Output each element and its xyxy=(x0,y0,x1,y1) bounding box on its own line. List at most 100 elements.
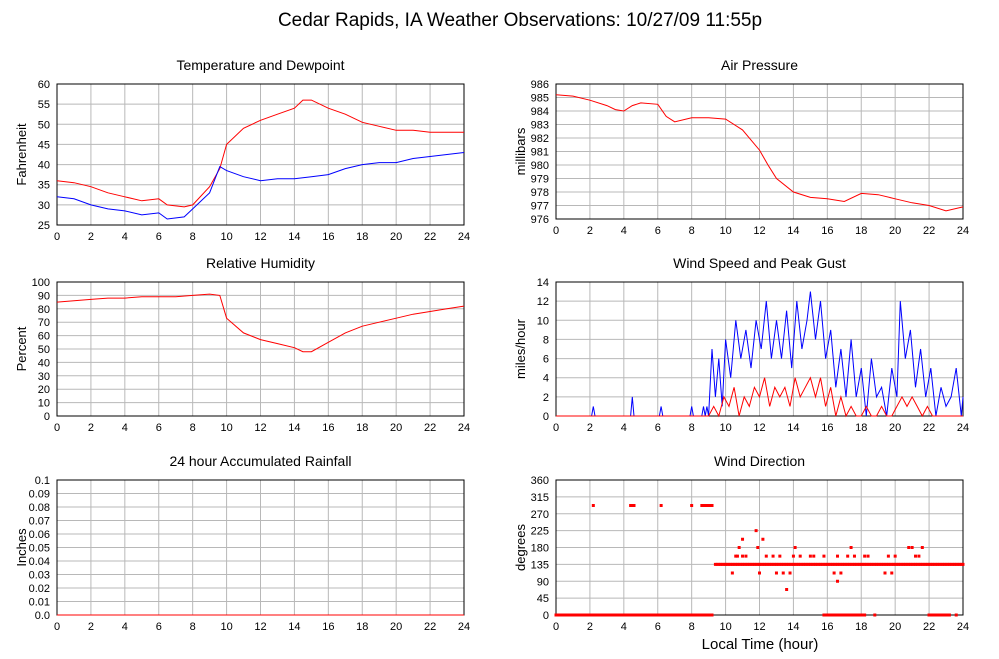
chart-title: Wind Direction xyxy=(714,453,805,469)
plot-frame xyxy=(555,281,964,417)
data-point xyxy=(632,613,636,617)
data-point xyxy=(878,562,882,566)
data-point xyxy=(937,613,941,617)
x-tick-label: 22 xyxy=(923,422,935,434)
y-tick-label: 315 xyxy=(531,492,549,504)
data-point xyxy=(953,562,957,566)
data-point xyxy=(637,613,641,617)
data-point xyxy=(812,562,816,566)
y-tick-label: 0.1 xyxy=(35,475,50,487)
data-point xyxy=(781,571,785,575)
data-point xyxy=(929,613,933,617)
data-point xyxy=(608,613,612,617)
x-tick-label: 24 xyxy=(957,422,969,434)
data-point xyxy=(685,613,689,617)
data-point xyxy=(829,613,833,617)
plot-frame xyxy=(56,281,465,417)
data-point xyxy=(795,562,799,566)
y-tick-label: 20 xyxy=(38,384,50,396)
data-point xyxy=(837,613,841,617)
data-point xyxy=(747,562,751,566)
data-point xyxy=(688,613,692,617)
x-tick-label: 16 xyxy=(322,231,334,243)
data-point xyxy=(829,562,833,566)
data-point xyxy=(715,562,719,566)
x-tick-label: 24 xyxy=(957,225,969,237)
data-point xyxy=(954,562,958,566)
y-tick-label: 986 xyxy=(531,79,549,91)
data-point xyxy=(579,613,583,617)
y-tick-label: 0.08 xyxy=(29,502,50,514)
data-point xyxy=(813,562,817,566)
y-tick-label: 45 xyxy=(38,139,50,151)
data-point xyxy=(610,613,614,617)
x-tick-label: 16 xyxy=(322,422,334,434)
y-tick-label: 984 xyxy=(531,106,549,118)
data-point xyxy=(656,613,660,617)
y-axis-label: degrees xyxy=(513,524,528,571)
data-point xyxy=(642,613,646,617)
data-point xyxy=(910,562,914,566)
y-tick-label: 12 xyxy=(537,296,549,308)
data-point xyxy=(915,562,919,566)
data-point xyxy=(890,562,894,566)
data-point xyxy=(883,571,887,575)
data-point xyxy=(839,571,843,575)
data-point xyxy=(788,562,792,566)
data-point xyxy=(800,562,804,566)
data-point xyxy=(778,554,782,558)
y-tick-label: 2 xyxy=(543,392,549,404)
x-tick-label: 24 xyxy=(458,621,470,633)
data-point xyxy=(732,562,736,566)
data-point xyxy=(630,504,634,507)
data-point xyxy=(629,613,633,617)
y-axis-label: miles/hour xyxy=(513,318,528,379)
plot-frame xyxy=(555,479,964,616)
data-point xyxy=(791,554,795,558)
data-point xyxy=(798,562,802,566)
data-point xyxy=(764,562,768,566)
data-point xyxy=(624,613,628,617)
data-point xyxy=(780,562,784,566)
data-point xyxy=(903,562,907,566)
data-point xyxy=(573,613,577,617)
data-point xyxy=(717,562,721,566)
data-point xyxy=(630,613,634,617)
data-point xyxy=(605,613,609,617)
data-point xyxy=(791,562,795,566)
data-point xyxy=(679,613,683,617)
data-point xyxy=(961,562,965,566)
data-point xyxy=(863,613,867,617)
data-point xyxy=(864,562,868,566)
page-title: Cedar Rapids, IA Weather Observations: 1… xyxy=(278,10,762,31)
y-tick-label: 976 xyxy=(531,214,549,226)
data-point xyxy=(644,613,648,617)
data-point xyxy=(735,554,739,558)
y-tick-label: 90 xyxy=(38,290,50,302)
data-point xyxy=(664,613,668,617)
data-point xyxy=(640,613,644,617)
data-point xyxy=(583,613,587,617)
data-point xyxy=(718,562,722,566)
data-point xyxy=(861,613,865,617)
data-point xyxy=(839,562,843,566)
y-tick-label: 90 xyxy=(537,576,549,588)
data-point xyxy=(830,613,834,617)
data-point xyxy=(914,554,918,558)
x-tick-label: 8 xyxy=(689,621,695,633)
data-point xyxy=(727,562,731,566)
data-point xyxy=(947,562,951,566)
x-tick-label: 18 xyxy=(855,225,867,237)
data-point xyxy=(744,562,748,566)
data-point xyxy=(700,504,704,507)
data-point xyxy=(944,562,948,566)
data-point xyxy=(847,613,851,617)
x-tick-label: 6 xyxy=(655,422,661,434)
data-point xyxy=(629,504,633,507)
x-tick-label: 16 xyxy=(821,621,833,633)
x-tick-label: 16 xyxy=(322,621,334,633)
data-point xyxy=(810,562,814,566)
data-point xyxy=(774,562,778,566)
